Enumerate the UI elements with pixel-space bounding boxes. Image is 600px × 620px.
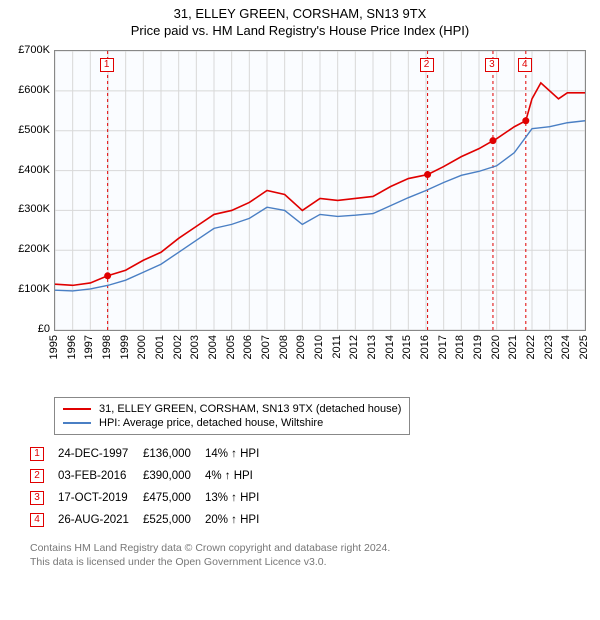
sale-delta: 20% ↑ HPI [205,509,273,531]
x-tick-label: 2000 [136,335,148,359]
x-tick-label: 2022 [525,335,537,359]
sale-marker-2: 2 [420,58,434,72]
y-tick-label: £700K [18,44,50,56]
sale-marker-cell: 1 [30,447,44,461]
sale-delta: 13% ↑ HPI [205,487,273,509]
legend-row: HPI: Average price, detached house, Wilt… [63,416,401,430]
y-tick-label: £200K [18,243,50,255]
x-tick-label: 2001 [154,335,166,359]
x-tick-label: 2016 [419,335,431,359]
x-tick-label: 1998 [101,335,113,359]
x-tick-label: 2023 [543,335,555,359]
plot-svg [55,51,585,330]
x-tick-label: 2004 [207,335,219,359]
x-tick-label: 2025 [578,335,590,359]
sale-price: £525,000 [143,509,205,531]
x-tick-label: 2002 [172,335,184,359]
y-tick-label: £0 [38,323,50,335]
x-tick-label: 1999 [119,335,131,359]
y-axis-labels: £0£100K£200K£300K£400K£500K£600K£700K [10,50,52,331]
legend-swatch [63,422,91,424]
legend-label: 31, ELLEY GREEN, CORSHAM, SN13 9TX (deta… [99,403,401,415]
x-tick-label: 2008 [278,335,290,359]
x-tick-label: 2015 [401,335,413,359]
footer-line1: Contains HM Land Registry data © Crown c… [30,541,590,555]
title-address: 31, ELLEY GREEN, CORSHAM, SN13 9TX [4,6,596,21]
sale-marker-1: 1 [100,58,114,72]
chart-area: £0 £100K £200K £300K £400K £500K £600K £700K 19… [10,46,590,391]
sale-date: 03-FEB-2016 [58,465,143,487]
sale-row: 4 26-AUG-2021£525,00020% ↑ HPI [30,509,273,531]
x-tick-label: 2007 [260,335,272,359]
y-tick-label: £300K [18,203,50,215]
y-tick-label: £400K [18,164,50,176]
x-tick-label: 1996 [66,335,78,359]
x-tick-label: 2020 [490,335,502,359]
sale-delta: 4% ↑ HPI [205,465,273,487]
legend-row: 31, ELLEY GREEN, CORSHAM, SN13 9TX (deta… [63,402,401,416]
sale-marker-3: 3 [485,58,499,72]
footer: Contains HM Land Registry data © Crown c… [30,541,590,569]
x-tick-label: 2014 [384,335,396,359]
footer-line2: This data is licensed under the Open Gov… [30,555,590,569]
sales-tbody: 1 24-DEC-1997£136,00014% ↑ HPI 2 03-FEB-201… [30,443,273,531]
sale-date: 26-AUG-2021 [58,509,143,531]
sale-marker-4: 4 [518,58,532,72]
sale-row: 3 17-OCT-2019£475,00013% ↑ HPI [30,487,273,509]
x-tick-label: 2012 [348,335,360,359]
x-tick-label: 2013 [366,335,378,359]
sales-table: 1 24-DEC-1997£136,00014% ↑ HPI 2 03-FEB-201… [30,443,590,531]
sale-marker-cell: 3 [30,491,44,505]
chart-container: 31, ELLEY GREEN, CORSHAM, SN13 9TX Price… [0,0,600,569]
x-tick-label: 2021 [507,335,519,359]
legend-swatch [63,408,91,410]
legend-label: HPI: Average price, detached house, Wilt… [99,417,323,429]
sale-row: 2 03-FEB-2016£390,0004% ↑ HPI [30,465,273,487]
sale-date: 24-DEC-1997 [58,443,143,465]
x-tick-label: 2005 [225,335,237,359]
x-tick-label: 2003 [189,335,201,359]
plot-area [54,50,586,331]
title-subtitle: Price paid vs. HM Land Registry's House … [4,23,596,38]
x-tick-label: 2017 [437,335,449,359]
sale-date: 17-OCT-2019 [58,487,143,509]
sale-marker-cell: 2 [30,469,44,483]
x-tick-label: 1997 [83,335,95,359]
x-tick-label: 2024 [560,335,572,359]
x-tick-label: 2018 [454,335,466,359]
y-tick-label: £500K [18,124,50,136]
x-tick-label: 2010 [313,335,325,359]
title-block: 31, ELLEY GREEN, CORSHAM, SN13 9TX Price… [0,0,600,42]
sale-delta: 14% ↑ HPI [205,443,273,465]
sale-price: £475,000 [143,487,205,509]
x-tick-label: 2019 [472,335,484,359]
x-tick-label: 2006 [242,335,254,359]
x-tick-label: 1995 [48,335,60,359]
y-tick-label: £600K [18,84,50,96]
y-tick-label: £100K [18,283,50,295]
sale-price: £390,000 [143,465,205,487]
legend: 31, ELLEY GREEN, CORSHAM, SN13 9TX (deta… [54,397,410,435]
x-tick-label: 2009 [295,335,307,359]
sale-marker-cell: 4 [30,513,44,527]
x-axis-labels: 1995199619971998199920002001200220032004… [54,333,586,391]
sale-price: £136,000 [143,443,205,465]
x-tick-label: 2011 [331,335,343,359]
sale-row: 1 24-DEC-1997£136,00014% ↑ HPI [30,443,273,465]
